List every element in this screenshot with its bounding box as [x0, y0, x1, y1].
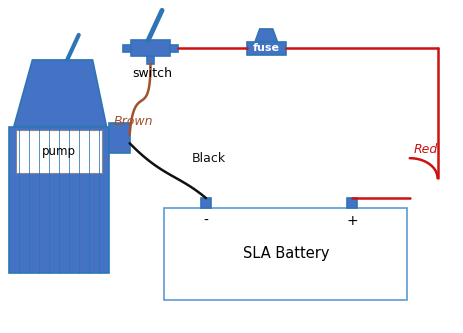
FancyBboxPatch shape — [170, 45, 178, 52]
FancyBboxPatch shape — [347, 198, 357, 208]
FancyBboxPatch shape — [164, 208, 407, 300]
Polygon shape — [255, 29, 277, 42]
Text: Brown: Brown — [113, 115, 153, 128]
Text: -: - — [204, 214, 208, 228]
Text: Red: Red — [413, 143, 438, 157]
Polygon shape — [14, 60, 106, 127]
Text: switch: switch — [133, 67, 173, 80]
FancyBboxPatch shape — [9, 127, 109, 273]
Text: SLA Battery: SLA Battery — [243, 246, 329, 261]
FancyBboxPatch shape — [124, 45, 131, 52]
FancyBboxPatch shape — [16, 130, 102, 173]
FancyBboxPatch shape — [147, 56, 154, 64]
FancyBboxPatch shape — [201, 198, 211, 208]
Text: pump: pump — [42, 145, 76, 158]
FancyBboxPatch shape — [109, 123, 130, 153]
Text: Black: Black — [192, 152, 226, 165]
Text: +: + — [346, 214, 358, 228]
Text: fuse: fuse — [253, 43, 280, 53]
FancyBboxPatch shape — [131, 40, 170, 56]
FancyBboxPatch shape — [246, 42, 286, 55]
